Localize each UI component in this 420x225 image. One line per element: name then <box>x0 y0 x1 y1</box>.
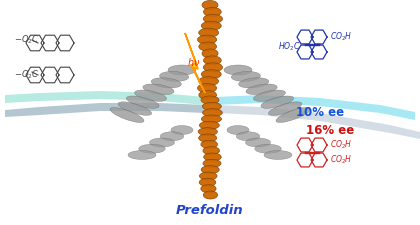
Ellipse shape <box>201 185 216 193</box>
Ellipse shape <box>200 172 217 180</box>
Ellipse shape <box>201 21 221 30</box>
Text: $h\nu$: $h\nu$ <box>187 56 201 68</box>
Ellipse shape <box>204 153 221 161</box>
Ellipse shape <box>199 42 217 51</box>
Ellipse shape <box>203 14 223 23</box>
Ellipse shape <box>203 63 223 72</box>
Ellipse shape <box>199 28 219 37</box>
Ellipse shape <box>199 178 216 186</box>
Text: 10% ee: 10% ee <box>296 106 344 119</box>
Ellipse shape <box>171 126 193 135</box>
Ellipse shape <box>201 140 218 148</box>
Ellipse shape <box>202 109 222 117</box>
Ellipse shape <box>246 84 277 94</box>
Text: $CO_2H$: $CO_2H$ <box>330 154 352 166</box>
Ellipse shape <box>203 191 218 199</box>
Ellipse shape <box>110 108 144 122</box>
Ellipse shape <box>160 132 184 141</box>
Ellipse shape <box>150 138 174 147</box>
Ellipse shape <box>197 35 217 44</box>
Text: $-O_2C$: $-O_2C$ <box>14 34 39 46</box>
Ellipse shape <box>199 77 218 86</box>
Text: $CO_2H$: $CO_2H$ <box>330 31 352 43</box>
Ellipse shape <box>168 65 196 75</box>
Text: Prefoldin: Prefoldin <box>176 205 244 218</box>
Ellipse shape <box>255 144 281 153</box>
Ellipse shape <box>203 147 220 155</box>
Polygon shape <box>215 95 415 120</box>
Ellipse shape <box>264 151 292 160</box>
Ellipse shape <box>202 49 218 58</box>
Ellipse shape <box>151 78 181 88</box>
Ellipse shape <box>253 90 286 101</box>
Text: $CO_2H$: $CO_2H$ <box>330 139 352 151</box>
Polygon shape <box>5 103 205 117</box>
Ellipse shape <box>126 96 159 108</box>
Ellipse shape <box>199 134 217 142</box>
Ellipse shape <box>246 138 270 147</box>
Ellipse shape <box>139 144 165 153</box>
Polygon shape <box>5 91 205 105</box>
Ellipse shape <box>203 159 221 167</box>
Ellipse shape <box>236 132 260 141</box>
Polygon shape <box>215 105 420 139</box>
Ellipse shape <box>118 102 152 115</box>
Ellipse shape <box>201 70 221 79</box>
Text: 16% ee: 16% ee <box>306 124 354 137</box>
Ellipse shape <box>200 121 219 129</box>
Ellipse shape <box>202 102 221 110</box>
Ellipse shape <box>201 166 219 174</box>
Ellipse shape <box>261 96 294 108</box>
Ellipse shape <box>268 102 302 115</box>
Ellipse shape <box>203 7 221 16</box>
Polygon shape <box>185 33 205 93</box>
Ellipse shape <box>202 0 218 9</box>
Ellipse shape <box>143 84 174 94</box>
Ellipse shape <box>128 151 156 160</box>
Ellipse shape <box>197 83 217 92</box>
Ellipse shape <box>276 108 310 122</box>
Ellipse shape <box>201 96 219 104</box>
Ellipse shape <box>199 90 217 99</box>
Text: $-O_2C$: $-O_2C$ <box>14 69 39 81</box>
Ellipse shape <box>198 128 218 136</box>
Ellipse shape <box>134 90 167 101</box>
Ellipse shape <box>231 72 260 81</box>
Text: $HO_2C$: $HO_2C$ <box>278 41 301 53</box>
Ellipse shape <box>201 115 221 123</box>
Ellipse shape <box>224 65 252 75</box>
Ellipse shape <box>204 56 221 65</box>
Ellipse shape <box>227 126 249 135</box>
Ellipse shape <box>160 72 189 81</box>
Ellipse shape <box>239 78 269 88</box>
